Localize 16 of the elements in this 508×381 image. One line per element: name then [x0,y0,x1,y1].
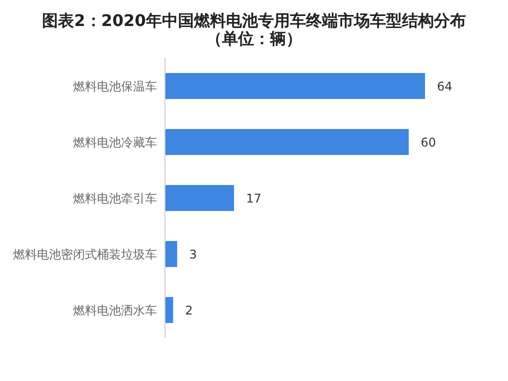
chart-title: 图表2：2020年中国燃料电池专用车终端市场车型结构分布（单位：辆） [41,10,467,48]
bar [165,185,234,211]
bar [165,297,174,323]
data-label: 3 [189,247,197,262]
y-tick-label: 燃料电池牵引车 [73,191,157,206]
data-label: 17 [246,191,262,206]
bar [165,129,409,155]
data-label: 60 [420,135,436,150]
bar [165,73,425,99]
y-tick-label: 燃料电池冷藏车 [73,135,157,150]
bar [165,241,178,267]
y-tick-label: 燃料电池洒水车 [73,303,157,318]
y-tick-label: 燃料电池保温车 [73,79,157,94]
data-label: 2 [185,303,193,318]
data-label: 64 [437,79,452,94]
y-tick-label: 燃料电池密闭式桶装垃圾车 [13,247,157,262]
